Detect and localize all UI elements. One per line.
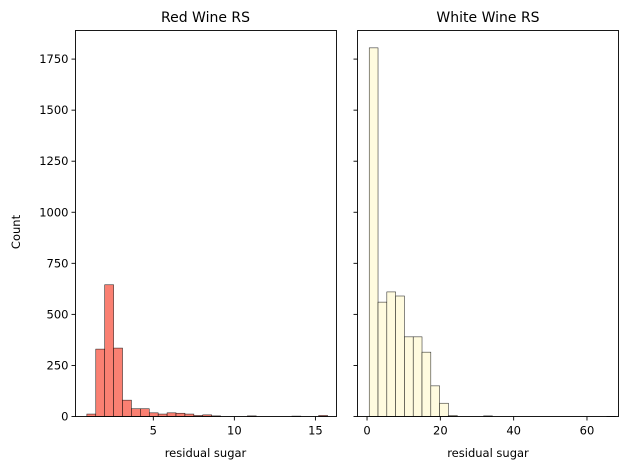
red-wine-bar (140, 408, 150, 417)
white-wine-histogram-panel: White Wine RS 0 20 40 60 residual sugar (353, 10, 619, 460)
red-wine-bar (148, 412, 159, 417)
red-wine-y-tick-label: 0 (61, 410, 68, 424)
white-wine-x-tick-label: 40 (506, 424, 521, 438)
white-wine-bar (386, 291, 396, 417)
red-wine-x-tick-label: 5 (150, 424, 157, 438)
white-wine-bar (421, 351, 432, 417)
white-wine-bar (377, 301, 388, 417)
red-wine-x-ticks: 5 10 15 (150, 416, 323, 438)
red-wine-bar (113, 347, 123, 417)
red-wine-bar (95, 348, 105, 417)
white-wine-x-tick-label: 0 (363, 424, 370, 438)
white-wine-bar (412, 336, 423, 417)
white-wine-plot-frame (357, 30, 619, 417)
red-wine-bars (86, 284, 328, 417)
red-wine-plot-frame (75, 30, 337, 417)
red-wine-bar (122, 399, 132, 417)
red-wine-y-tick-label: 1000 (39, 205, 68, 219)
white-wine-bars (368, 47, 616, 417)
white-wine-bar (404, 336, 414, 417)
red-wine-bar (175, 412, 186, 417)
y-axis-label: Count (9, 214, 23, 249)
red-wine-chart-title: Red Wine RS (161, 10, 250, 26)
red-wine-y-tick-label: 750 (47, 256, 69, 270)
red-wine-y-tick-label: 1750 (39, 52, 68, 66)
white-wine-y-ticks (353, 58, 358, 417)
white-wine-x-ticks: 0 20 40 60 (363, 416, 595, 438)
red-wine-x-axis-label: residual sugar (165, 446, 247, 460)
red-wine-bar (131, 408, 141, 417)
red-wine-y-tick-label: 250 (47, 358, 69, 372)
white-wine-chart-title: White Wine RS (436, 10, 539, 26)
white-wine-bar (430, 385, 440, 417)
red-wine-y-ticks: 0 250 500 750 1000 1250 1500 1750 (39, 52, 76, 424)
red-wine-x-tick-label: 15 (308, 424, 323, 438)
red-wine-x-tick-label: 10 (227, 424, 242, 438)
white-wine-x-tick-label: 60 (580, 424, 595, 438)
red-wine-y-tick-label: 500 (47, 307, 69, 321)
white-wine-bar (439, 402, 449, 417)
red-wine-y-tick-label: 1500 (39, 103, 68, 117)
white-wine-bar (395, 295, 405, 417)
red-wine-y-tick-label: 1250 (39, 154, 68, 168)
red-wine-bar (104, 284, 114, 417)
white-wine-bar (368, 47, 379, 417)
red-wine-bar (166, 412, 177, 417)
white-wine-x-axis-label: residual sugar (447, 446, 529, 460)
red-wine-histogram-panel: Red Wine RS 0 250 500 750 1000 1250 1500 1750 5… (39, 10, 337, 460)
white-wine-x-tick-label: 20 (433, 424, 448, 438)
